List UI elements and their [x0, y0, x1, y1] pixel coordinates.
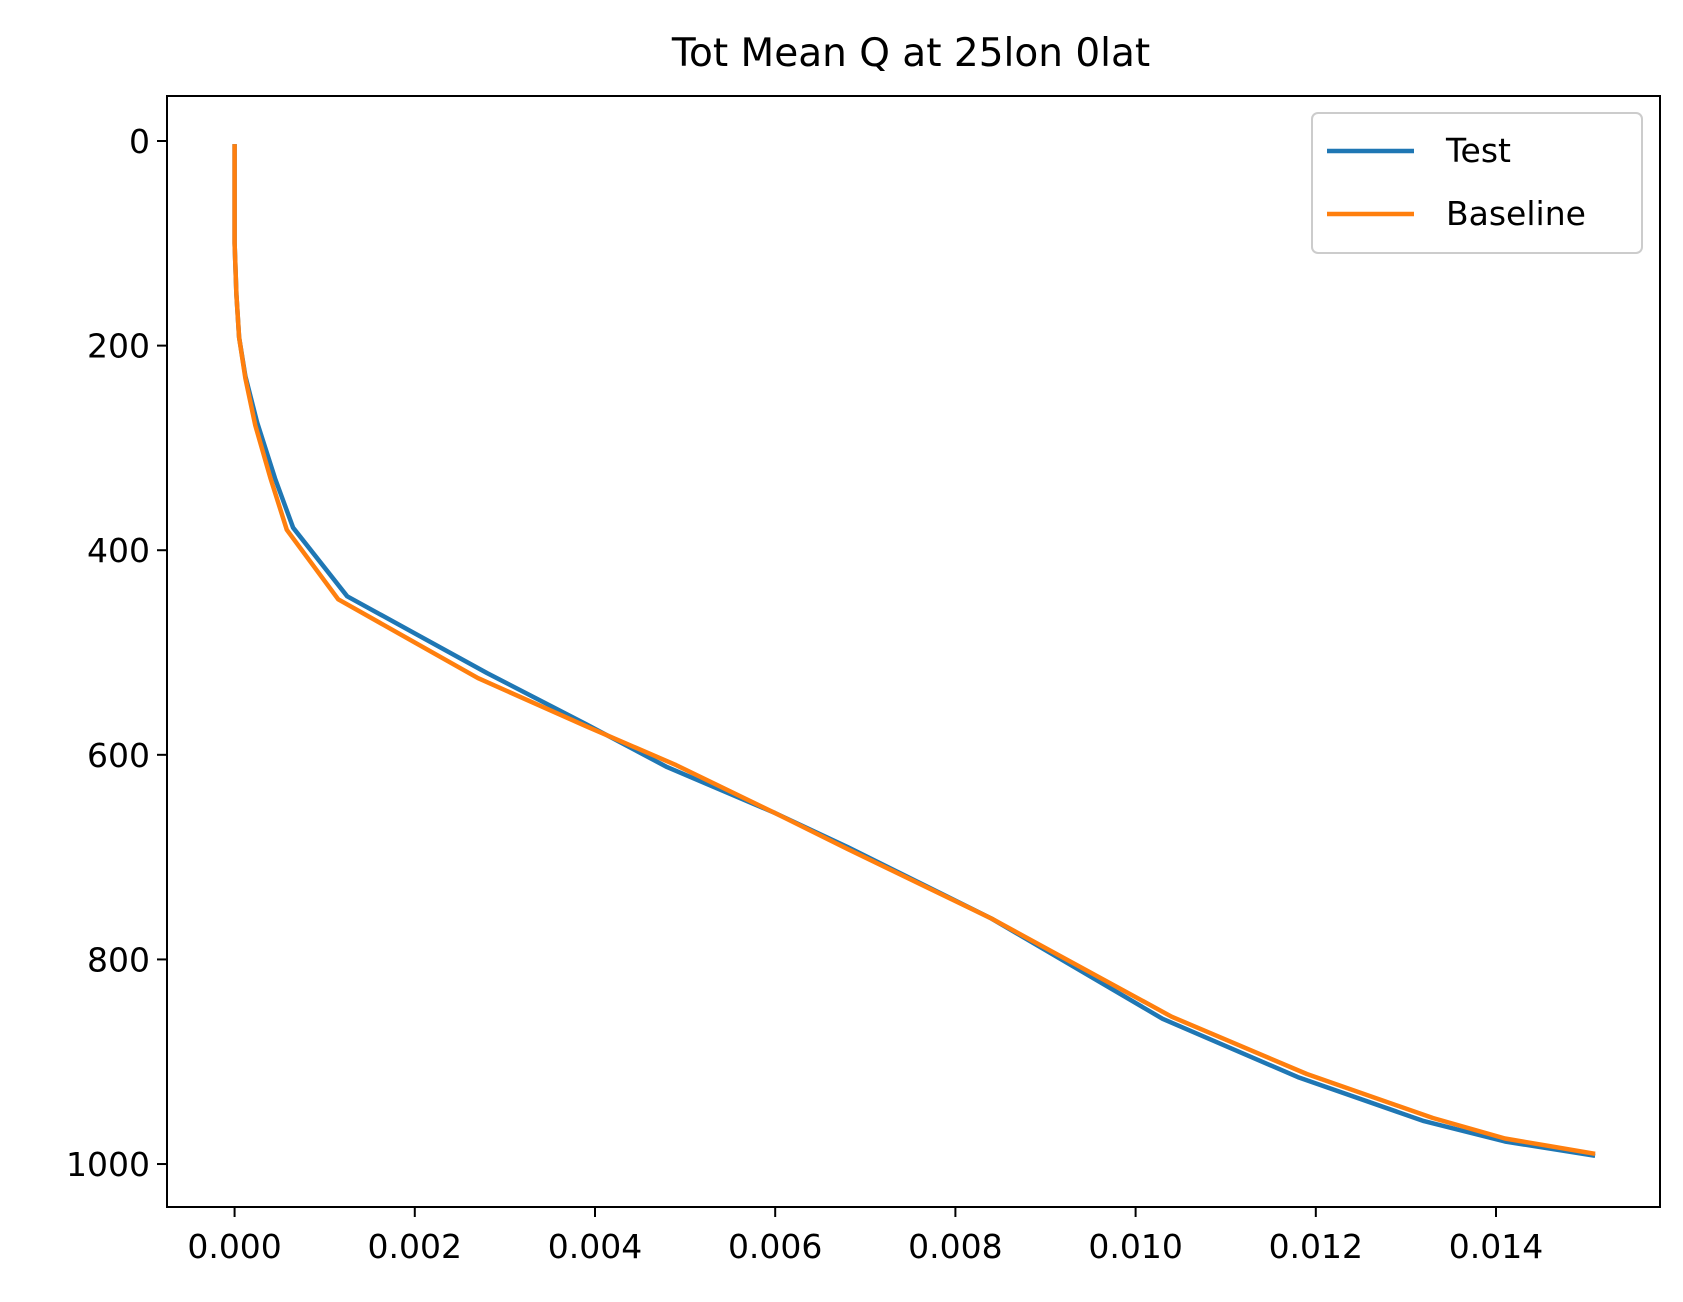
y-tick-label: 1000	[66, 1145, 150, 1184]
x-tick-label: 0.014	[1449, 1227, 1543, 1266]
series-line-test	[232, 144, 1596, 1159]
x-tick-label: 0.008	[908, 1227, 1002, 1266]
x-tick-label: 0.010	[1088, 1227, 1182, 1266]
legend-label-baseline: Baseline	[1446, 194, 1586, 233]
series-layer	[232, 144, 1596, 1159]
x-tick-label: 0.006	[728, 1227, 822, 1266]
series-line-baseline	[232, 144, 1596, 1157]
x-axis: 0.000 0.002 0.004 0.006 0.008 0.010 0.012 0.014	[187, 1207, 1543, 1266]
plot-frame	[166, 95, 1661, 1208]
x-tick-label: 0.004	[548, 1227, 642, 1266]
legend-label-test: Test	[1445, 131, 1511, 170]
y-tick-label: 400	[87, 531, 150, 570]
x-tick-label: 0.012	[1269, 1227, 1363, 1266]
y-tick-label: 200	[87, 327, 150, 366]
y-axis: 0 200 400 600 800 1000	[66, 122, 167, 1184]
x-tick-label: 0.002	[368, 1227, 462, 1266]
y-tick-label: 800	[87, 940, 150, 979]
y-tick-label: 0	[129, 122, 150, 161]
legend-box	[1311, 112, 1643, 254]
chart-title: Tot Mean Q at 25lon 0lat	[671, 31, 1150, 76]
y-tick-label: 600	[87, 736, 150, 775]
legend: Test Baseline	[1311, 112, 1643, 254]
x-tick-label: 0.000	[187, 1227, 281, 1266]
